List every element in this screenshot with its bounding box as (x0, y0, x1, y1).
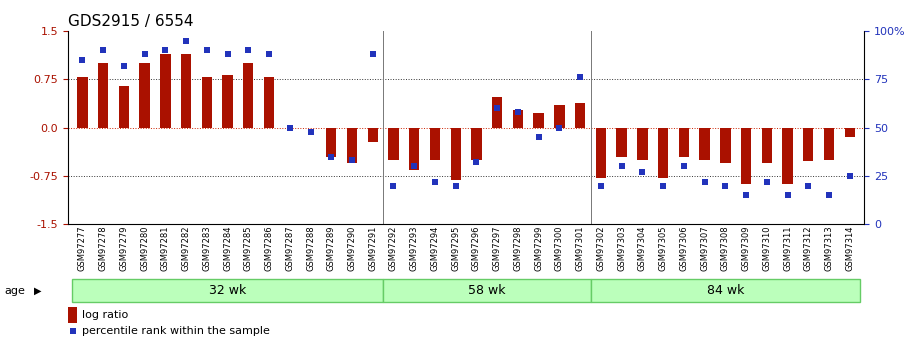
Bar (533, 114, 544, 128)
Point (718, 183, 732, 188)
Bar (824, 128, 834, 160)
Bar (264, 77, 274, 128)
Bar (77, 77, 88, 128)
Bar (388, 128, 399, 160)
Bar (554, 105, 565, 128)
Bar (575, 103, 586, 128)
Point (531, 135, 546, 140)
Bar (181, 53, 191, 128)
Bar (472, 128, 481, 160)
Bar (700, 128, 710, 160)
Bar (202, 77, 212, 128)
Bar (844, 128, 855, 137)
Point (200, 48, 214, 53)
Point (428, 179, 443, 185)
Bar (119, 86, 129, 128)
Point (158, 48, 173, 53)
Point (594, 183, 608, 188)
Bar (326, 128, 337, 157)
Point (656, 183, 671, 188)
Bar (492, 97, 502, 128)
Point (407, 164, 422, 169)
Point (179, 38, 194, 43)
FancyBboxPatch shape (383, 279, 590, 302)
Point (614, 164, 629, 169)
Point (552, 125, 567, 130)
Bar (741, 128, 751, 184)
Point (138, 51, 152, 57)
Point (780, 193, 795, 198)
Text: 58 wk: 58 wk (468, 284, 506, 297)
Text: percentile rank within the sample: percentile rank within the sample (82, 326, 270, 336)
Bar (68, 307, 78, 323)
Point (366, 51, 380, 57)
Bar (720, 128, 730, 163)
Point (96, 48, 110, 53)
Bar (430, 128, 440, 160)
Bar (223, 75, 233, 128)
Point (262, 51, 276, 57)
Point (698, 179, 712, 185)
Point (490, 106, 504, 111)
Point (303, 129, 318, 134)
Point (801, 183, 815, 188)
Point (449, 183, 463, 188)
Point (345, 158, 359, 163)
Bar (803, 128, 814, 161)
Point (738, 193, 753, 198)
FancyBboxPatch shape (590, 279, 860, 302)
Point (510, 109, 525, 115)
Bar (782, 128, 793, 184)
Bar (513, 110, 523, 128)
Bar (409, 128, 419, 169)
Point (241, 48, 255, 53)
Bar (616, 128, 627, 157)
Bar (160, 53, 170, 128)
Bar (139, 63, 150, 128)
Point (117, 63, 131, 69)
Point (635, 169, 650, 175)
Point (822, 193, 836, 198)
FancyBboxPatch shape (72, 279, 383, 302)
Bar (367, 128, 378, 142)
Point (677, 164, 691, 169)
Point (282, 125, 297, 130)
Point (759, 179, 774, 185)
Bar (595, 128, 606, 178)
Bar (98, 63, 109, 128)
Point (573, 75, 587, 80)
Point (469, 160, 483, 165)
Text: age: age (5, 286, 25, 296)
Bar (762, 128, 772, 163)
Bar (451, 128, 461, 180)
Text: 32 wk: 32 wk (209, 284, 246, 297)
Point (65, 329, 80, 334)
Point (843, 173, 857, 179)
Bar (243, 63, 253, 128)
Text: ▶: ▶ (34, 286, 42, 296)
Point (386, 183, 401, 188)
Point (220, 51, 234, 57)
Point (75, 57, 90, 63)
Bar (347, 128, 357, 163)
Text: 84 wk: 84 wk (707, 284, 744, 297)
Bar (637, 128, 648, 160)
Point (324, 154, 338, 159)
Bar (679, 128, 689, 157)
Text: GDS2915 / 6554: GDS2915 / 6554 (68, 14, 194, 29)
Text: log ratio: log ratio (82, 310, 129, 321)
Bar (658, 128, 668, 178)
